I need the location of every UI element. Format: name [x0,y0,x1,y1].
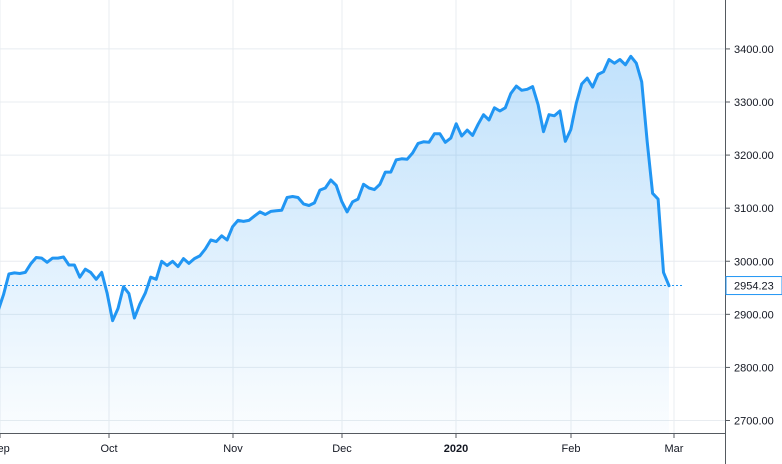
x-tick-label: Oct [100,443,117,455]
y-tick-label: 2800.00 [734,362,774,374]
y-tick-label: 3000.00 [734,256,774,268]
y-tick-label: 2700.00 [734,416,774,428]
last-value-badge: 2954.23 [725,276,782,296]
x-axis-ticks: Sep Oct Nov Dec 2020 Feb Mar [0,433,684,455]
y-tick-label: 3300.00 [734,97,774,109]
price-line [0,54,671,323]
y-axis-ticks: 2700.00 2800.00 2900.00 3000.00 3100.00 3200.… [725,44,774,428]
x-tick-label: Sep [0,443,10,455]
x-tick-label: Dec [332,443,352,455]
y-tick-label: 3200.00 [734,150,774,162]
x-tick-label: Feb [562,443,581,455]
last-value-label: 2954.23 [734,281,774,293]
x-tick-label: Mar [665,443,684,455]
x-tick-label: Nov [223,443,243,455]
price-area-fill [0,56,669,433]
y-tick-label: 3400.00 [734,44,774,56]
y-tick-label: 3100.00 [734,203,774,215]
y-tick-label: 2900.00 [734,309,774,321]
last-value-badge-bg [725,276,782,296]
x-tick-label: 2020 [444,443,468,455]
